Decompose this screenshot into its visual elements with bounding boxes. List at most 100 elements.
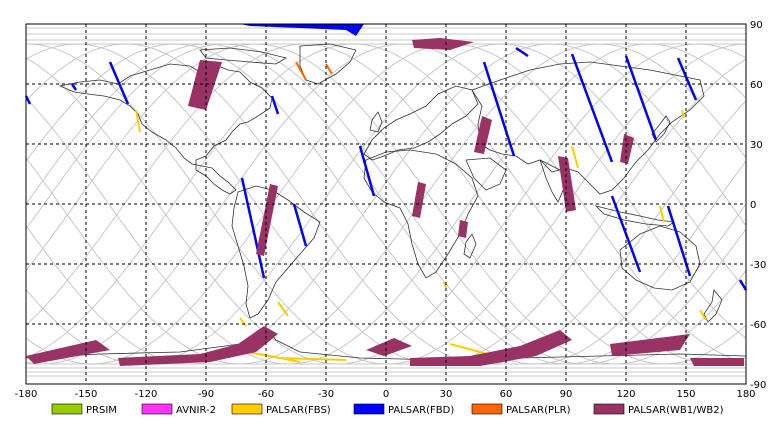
orbit-track [25,43,747,365]
fbd-swath [292,203,308,247]
longitude-tick-label: -150 [75,389,98,400]
fbd-swath-north [240,24,364,36]
fbd-swath [515,46,529,58]
coast-greenland [299,43,357,85]
longitude-tick-label: 90 [560,389,573,400]
coast-new-zealand [703,289,723,323]
fbs-swath [699,309,707,321]
legend-item: PALSAR(WB1/WB2) [593,403,724,416]
wb-swath [256,184,278,256]
longitude-tick-label: -60 [258,389,274,400]
latitude-tick-label: -60 [750,320,766,331]
legend-item: PRSIM [51,403,117,416]
longitude-tick-label: 0 [383,389,389,400]
longitude-tick-label: -30 [318,389,334,400]
coast-uk [369,111,383,133]
coast-indonesia [594,205,676,227]
fbd-swath [570,53,614,163]
wb-swath [474,116,492,154]
fbs-swath [443,281,447,289]
coast-india [539,159,569,203]
latitude-tick-label: 0 [750,200,756,211]
plr-swath [325,63,333,75]
fbs-swath [277,301,289,317]
legend-swatch [231,403,263,415]
coast-arabia [465,157,507,191]
longitude-tick-label: -180 [15,389,38,400]
legend-label: PALSAR(PLR) [506,405,571,416]
longitude-tick-label: 60 [500,389,513,400]
fbd-swath [24,95,32,105]
coast-europe [363,85,479,161]
longitude-tick-label: 120 [616,389,635,400]
wb-swath [118,326,278,366]
wb-swath [412,182,426,218]
fbs-swath [135,109,141,133]
longitude-tick-label: -90 [198,389,214,400]
coast-antarctica [25,329,747,361]
latitude-tick-label: 60 [750,80,763,91]
longitude-tick-label: 150 [676,389,695,400]
coast-japan [651,115,671,143]
coast-asia [471,61,705,195]
legend-label: PALSAR(WB1/WB2) [628,405,724,416]
coastlines [25,43,747,361]
fbs-swath [681,109,685,119]
wb-swath [690,358,744,366]
coast-arctic-islands [199,47,288,65]
longitude-tick-label: -120 [135,389,158,400]
coast-madagascar [463,233,477,259]
legend-swatch [353,403,385,415]
longitude-tick-label: 180 [736,389,755,400]
fbd-swath [624,55,658,141]
fbd-swath [738,279,748,291]
wb-swath [412,38,474,50]
fbd-swath [482,61,516,157]
coast-north-america [58,63,273,195]
plr-swath [295,61,307,81]
latitude-tick-label: 90 [750,20,763,31]
fbs-swath [239,317,247,327]
longitude-tick-labels: -180 -150 -120 -90 -60 -30 0 30 60 90 120 150 180 [15,389,756,400]
wb-swath [366,338,412,356]
fbs-swath [659,205,665,223]
fbd-swath [108,61,130,105]
fbd-swath [358,145,376,197]
coast-south-america [231,185,321,319]
observation-swaths [24,24,748,366]
legend-label: PRSIM [86,405,117,416]
legend-swatch [51,403,83,415]
legend-item: PALSAR(FBD) [353,403,454,416]
fbd-swath [70,83,78,91]
legend-label: PALSAR(FBD) [388,405,454,416]
wb-swath [26,340,110,364]
legend-swatch [593,403,625,415]
fbd-swath [270,95,280,115]
graticule [26,24,746,384]
wb-swath [458,220,468,238]
legend-swatch [141,403,173,415]
legend-label: PALSAR(FBS) [266,405,331,416]
fbd-swath [676,57,698,101]
fbd-swath [240,177,266,279]
fbd-swath [666,205,692,277]
legend-item: PALSAR(PLR) [471,403,571,416]
orbit-track [25,43,747,365]
fbs-swath [259,353,301,363]
wb-swath [620,134,634,164]
latitude-tick-label: -30 [750,260,766,271]
wb-swath [558,156,576,212]
orbit-track [25,43,747,365]
longitude-tick-label: 30 [440,389,453,400]
coast-africa [363,149,479,279]
wb-swath [610,334,690,356]
wb-swath [410,330,572,366]
legend-label: AVNIR-2 [176,405,216,416]
wb-swath [188,60,222,110]
latitude-tick-label: 30 [750,140,763,151]
coast-australia [619,225,701,291]
fbs-swath [571,145,579,169]
legend-item: AVNIR-2 [141,403,216,416]
